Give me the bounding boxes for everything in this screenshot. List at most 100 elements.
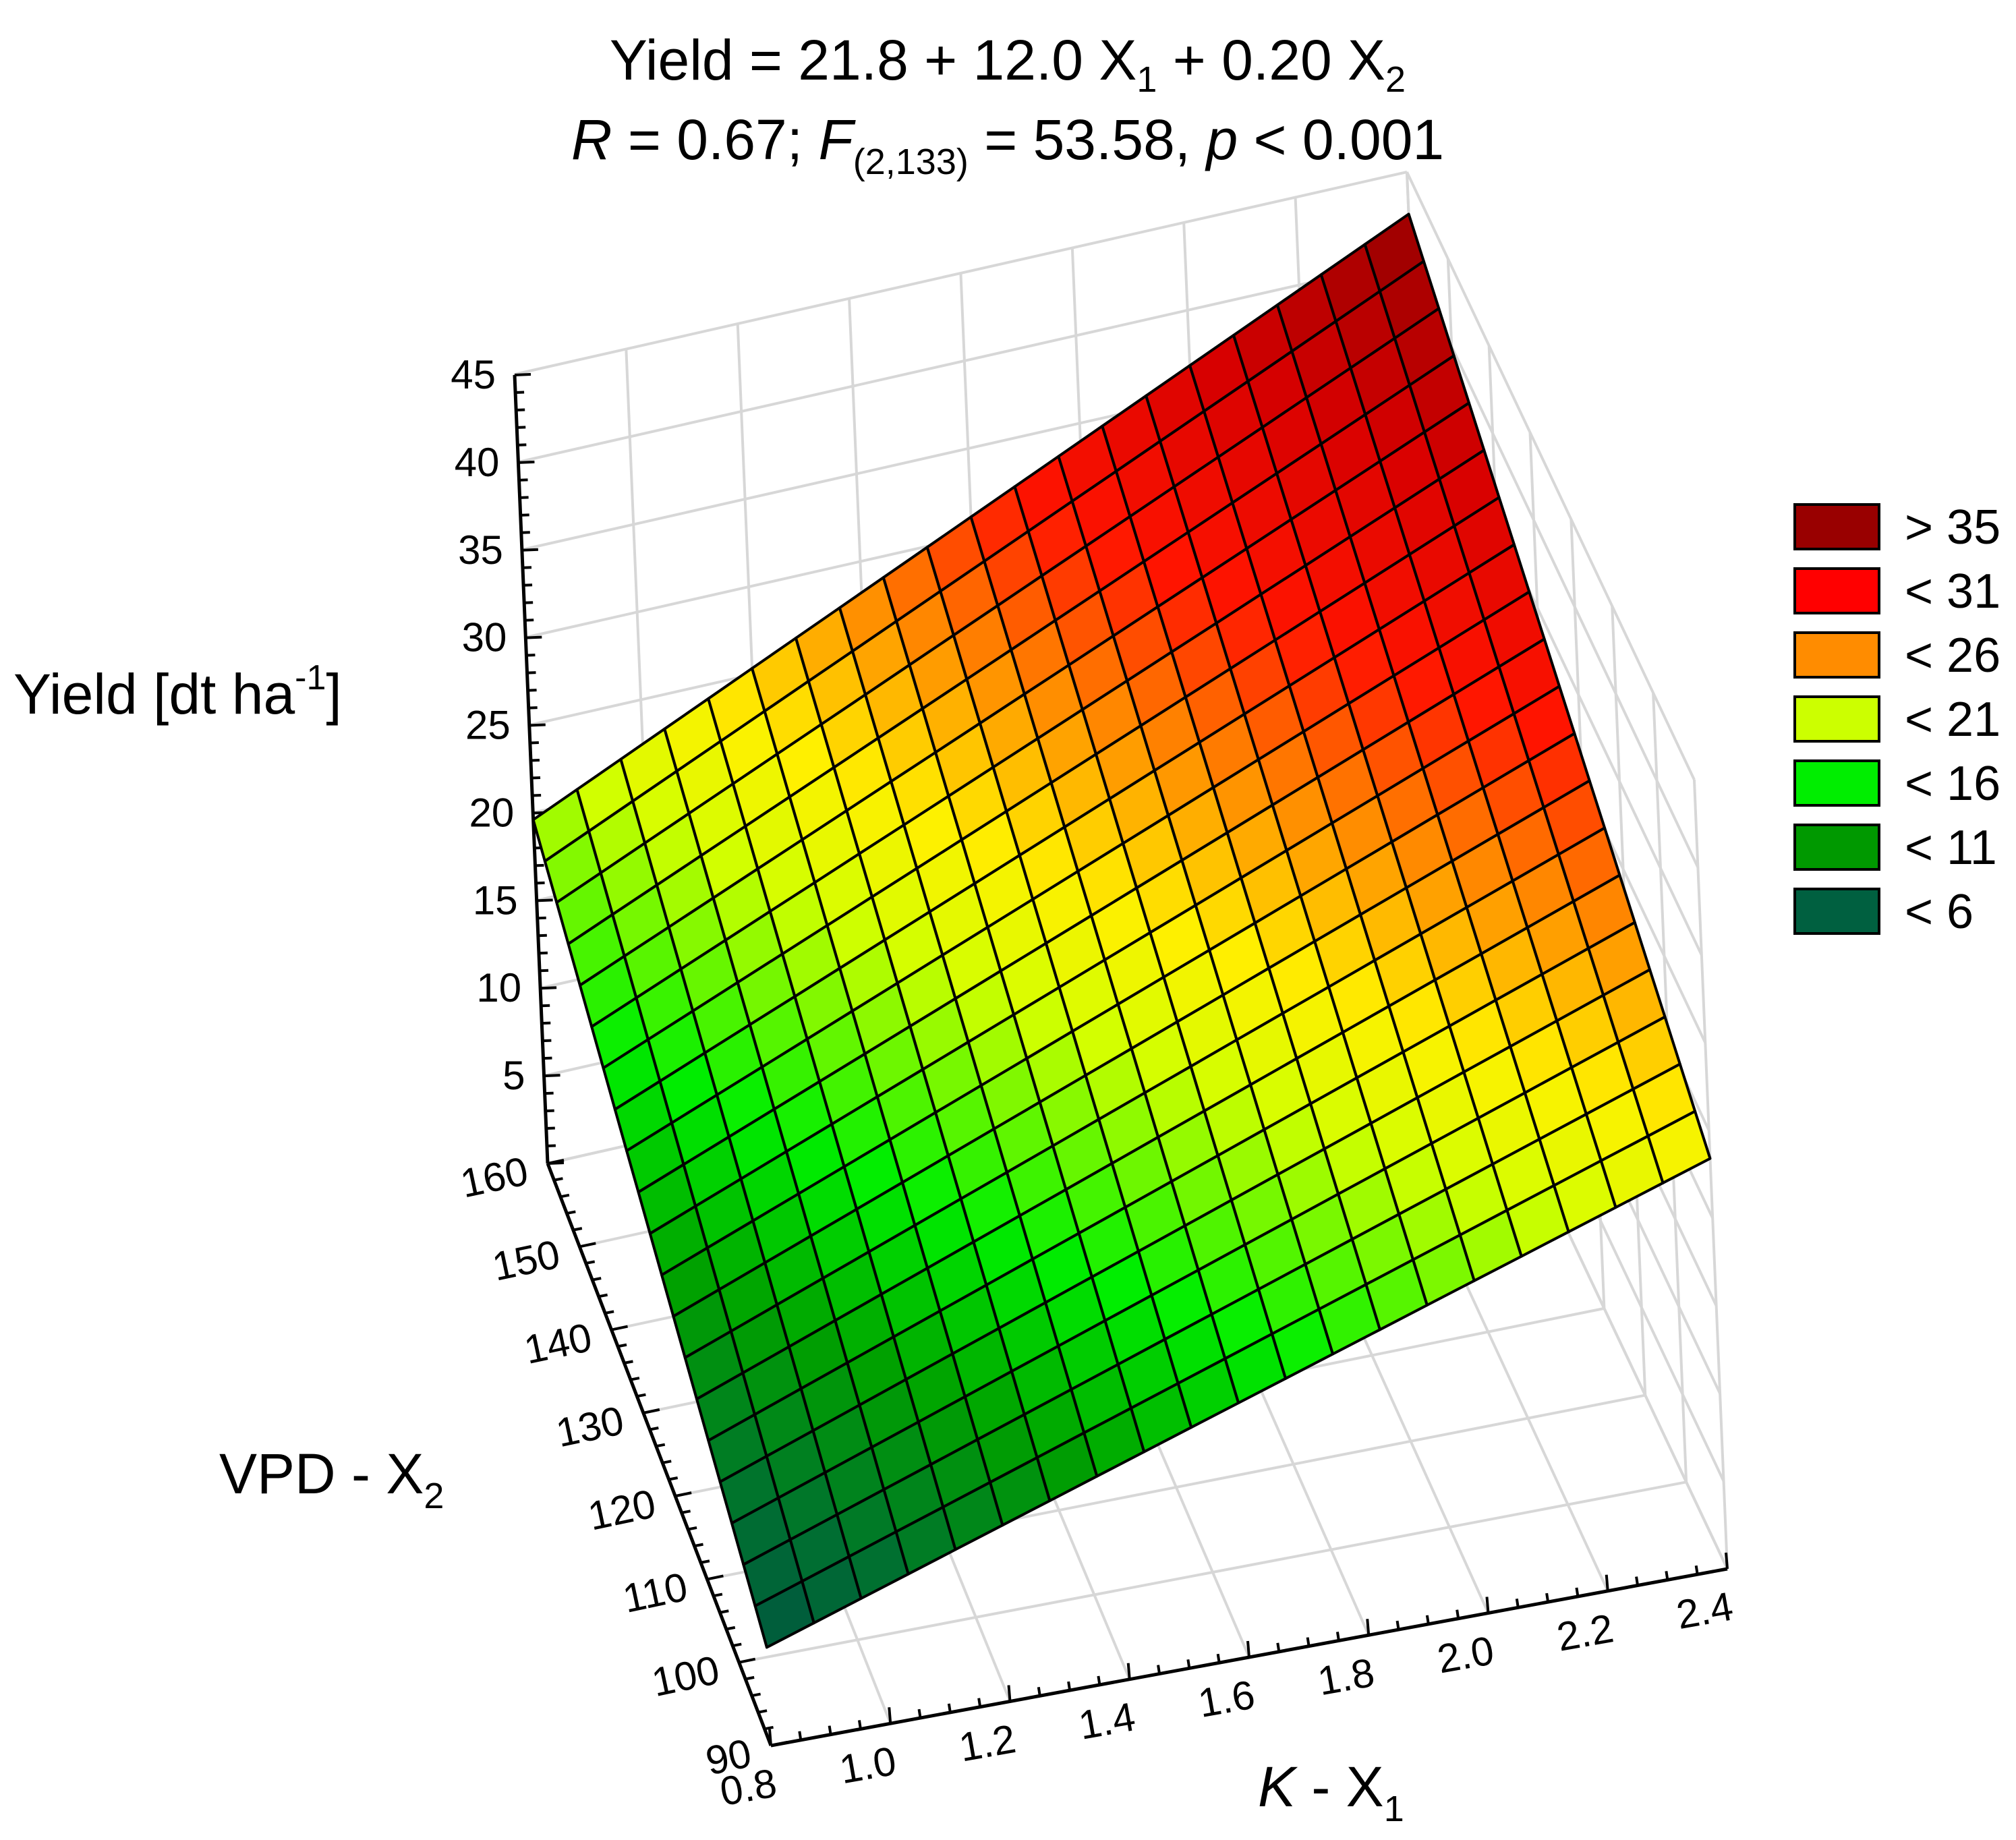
z-axis-tick [532, 793, 542, 797]
x-axis-tick [1097, 1675, 1101, 1686]
z-axis-tick [518, 460, 535, 464]
z-axis-tick [538, 951, 548, 955]
y-axis-tick [560, 1193, 570, 1199]
back-wall-grid-line [517, 258, 1411, 463]
x-axis-tick [977, 1698, 982, 1707]
x-axis-tick [1635, 1576, 1640, 1586]
x-tick-label: 2.2 [1553, 1605, 1617, 1659]
y-axis-tick [732, 1642, 742, 1648]
y-axis-tick [617, 1343, 627, 1348]
side-wall-grid-line [1692, 779, 1729, 1570]
z-tick-label: 5 [502, 1053, 525, 1098]
y-axis-tick [566, 1210, 576, 1215]
z-tick-label: 25 [465, 703, 511, 748]
side-wall-grid-line [1406, 171, 1696, 780]
y-axis-tick [611, 1325, 628, 1331]
z-axis-tick [543, 1056, 552, 1060]
legend-swatch [1793, 695, 1880, 743]
x-axis-tick [1605, 1574, 1609, 1591]
y-axis-title: VPD - X2 [219, 1442, 444, 1516]
y-axis-tick [694, 1543, 703, 1548]
y-axis-tick [739, 1657, 756, 1664]
y-axis-tick [700, 1559, 710, 1564]
x-axis-tick [1037, 1687, 1041, 1696]
x-axis-tick [1515, 1599, 1520, 1608]
z-axis-tick [546, 1126, 555, 1130]
legend-label: > 35 [1905, 500, 2000, 554]
z-axis-tick [517, 443, 527, 447]
legend-swatch [1793, 824, 1880, 871]
z-axis-tick [525, 619, 534, 622]
y-tick-label: 100 [648, 1647, 724, 1705]
z-axis-tick [530, 759, 540, 762]
x-tick-label: 1.0 [836, 1738, 900, 1792]
x-tick-label: 1.6 [1195, 1672, 1259, 1726]
y-tick-label: 110 [619, 1564, 691, 1621]
x-axis-tick [1067, 1681, 1072, 1691]
response-surface [531, 212, 1712, 1649]
y-tick-label: 140 [520, 1315, 596, 1373]
z-tick-label: 35 [458, 527, 503, 573]
z-axis-tick [515, 391, 525, 394]
x-axis-tick [1007, 1685, 1012, 1702]
x-axis-tick [1306, 1637, 1311, 1646]
z-tick-label: 15 [473, 878, 518, 923]
z-tick-label: 40 [455, 440, 500, 485]
surface-cell [1646, 1110, 1712, 1184]
z-axis-tick [514, 373, 531, 376]
z-axis-tick [516, 408, 525, 411]
z-axis-tick [544, 1074, 560, 1078]
x-axis-title: K - X1 [1258, 1755, 1404, 1829]
z-axis-tick [525, 635, 542, 639]
z-tick-label: 20 [469, 790, 514, 835]
z-axis-tick [546, 1144, 556, 1148]
y-axis-tick [674, 1491, 692, 1498]
x-axis-tick [1425, 1615, 1430, 1625]
y-axis-tick [726, 1626, 736, 1631]
x-axis-tick [1485, 1597, 1490, 1613]
y-axis-tick [643, 1408, 660, 1414]
y-axis-tick [764, 1725, 774, 1731]
x-tick-label: 0.8 [717, 1760, 780, 1814]
x-axis-tick [1725, 1552, 1729, 1570]
z-axis-tick [542, 1021, 551, 1025]
floor-grid-line [739, 1480, 1687, 1664]
x-tick-label: 1.4 [1075, 1694, 1139, 1748]
x-axis-tick [768, 1729, 772, 1746]
z-axis-tick [526, 654, 536, 657]
legend-swatch [1793, 567, 1880, 614]
legend-swatch [1793, 759, 1880, 807]
y-axis-tick [585, 1260, 596, 1265]
z-axis-line [513, 374, 550, 1164]
x-axis-tick [1126, 1663, 1131, 1679]
y-axis-tick [770, 1741, 788, 1747]
y-axis-tick [649, 1427, 659, 1431]
x-axis-tick [1157, 1665, 1161, 1674]
x-axis-tick [1276, 1642, 1281, 1652]
legend-label: < 11 [1905, 821, 1997, 875]
back-wall-grid-line [514, 171, 1408, 376]
legend-swatch [1793, 631, 1880, 679]
x-tick-label: 1.8 [1315, 1650, 1378, 1704]
z-tick-label: 30 [462, 615, 507, 660]
z-axis-tick [536, 881, 545, 885]
z-axis-tick [535, 863, 544, 867]
y-axis-tick [598, 1293, 608, 1298]
y-axis-tick [681, 1510, 691, 1514]
y-axis-tick [707, 1574, 724, 1581]
y-tick-label: 130 [552, 1398, 628, 1456]
x-axis-tick [888, 1707, 892, 1724]
y-axis-tick [751, 1692, 761, 1697]
z-axis-tick [521, 531, 530, 534]
z-axis-tick [537, 916, 546, 920]
z-axis-tick [527, 671, 536, 674]
z-tick-label: 10 [476, 965, 521, 1010]
z-axis-tick [527, 689, 537, 692]
y-axis-tick [630, 1377, 640, 1381]
x-tick-label: 2.0 [1434, 1628, 1497, 1681]
y-axis-tick [579, 1242, 596, 1248]
y-axis-tick [757, 1709, 768, 1714]
x-tick-label: 1.2 [956, 1716, 1019, 1770]
y-axis-tick [573, 1227, 583, 1232]
